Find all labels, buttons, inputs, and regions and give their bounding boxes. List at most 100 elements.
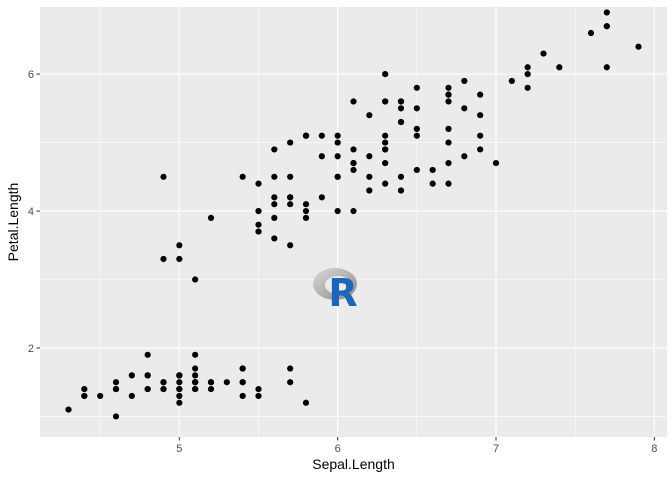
data-point xyxy=(413,125,420,132)
data-point xyxy=(397,105,405,112)
data-point xyxy=(239,379,246,386)
data-point xyxy=(302,132,310,139)
data-point xyxy=(540,50,547,57)
data-point xyxy=(128,372,135,379)
data-point xyxy=(397,187,405,194)
data-point xyxy=(192,372,199,379)
data-point xyxy=(350,166,357,174)
data-point xyxy=(271,173,278,180)
data-point xyxy=(287,365,294,372)
data-point xyxy=(207,379,215,386)
data-point xyxy=(524,84,531,91)
data-point xyxy=(287,242,294,249)
data-point xyxy=(445,180,452,187)
y-axis-title: Petal.Length xyxy=(5,183,21,262)
r-logo-ring-hole xyxy=(325,276,351,294)
data-point xyxy=(287,139,294,146)
data-point xyxy=(477,112,484,119)
data-point xyxy=(366,153,373,160)
data-points xyxy=(65,9,642,420)
x-tick-label: 8 xyxy=(651,443,657,455)
data-point xyxy=(176,379,183,386)
data-point xyxy=(397,118,405,126)
data-point xyxy=(350,146,357,153)
data-point xyxy=(334,207,341,215)
data-point xyxy=(255,180,262,187)
data-point xyxy=(318,194,325,201)
data-point xyxy=(271,201,278,208)
data-point xyxy=(603,23,610,30)
data-point xyxy=(176,392,183,400)
data-point xyxy=(334,153,341,160)
x-axis-ticks: 5 6 7 8 xyxy=(176,437,657,455)
data-point xyxy=(239,365,246,372)
data-point xyxy=(477,91,484,98)
y-tick-label: 2 xyxy=(28,343,34,355)
data-point xyxy=(350,160,357,167)
data-point xyxy=(318,153,325,160)
r-logo-watermark: R xyxy=(313,268,358,315)
data-point xyxy=(382,146,389,153)
data-point xyxy=(287,194,294,201)
data-point xyxy=(334,132,341,139)
data-point xyxy=(382,139,389,146)
data-point xyxy=(176,372,183,379)
y-tick-label: 6 xyxy=(28,69,34,81)
data-point xyxy=(587,29,595,37)
data-point xyxy=(192,385,199,393)
data-point xyxy=(382,132,389,139)
data-point xyxy=(461,77,468,85)
data-point xyxy=(492,160,500,167)
data-point xyxy=(461,105,468,112)
data-point xyxy=(413,84,420,91)
data-point xyxy=(144,385,151,393)
data-point xyxy=(524,71,531,78)
y-axis-ticks: 2 4 6 xyxy=(28,69,40,355)
data-point xyxy=(461,153,468,160)
data-point xyxy=(271,235,278,242)
data-point xyxy=(176,242,183,249)
data-point xyxy=(445,160,452,167)
data-point xyxy=(271,214,278,221)
data-point xyxy=(382,98,389,105)
data-point xyxy=(603,9,610,16)
data-point xyxy=(239,392,246,400)
data-point xyxy=(413,132,420,139)
data-point xyxy=(176,385,183,393)
data-point xyxy=(192,276,199,283)
data-point xyxy=(112,379,120,386)
data-point xyxy=(160,255,167,263)
data-point xyxy=(255,221,262,228)
data-point xyxy=(302,399,310,406)
data-point xyxy=(556,64,563,71)
data-point xyxy=(255,392,262,400)
data-point xyxy=(445,91,452,98)
data-point xyxy=(271,194,278,201)
data-point xyxy=(413,105,420,112)
data-point xyxy=(429,180,436,187)
data-point xyxy=(144,351,151,358)
data-point xyxy=(160,379,167,386)
data-point xyxy=(445,139,452,146)
data-point xyxy=(302,214,310,221)
data-point xyxy=(223,379,230,386)
data-point xyxy=(334,173,341,180)
data-point xyxy=(334,139,341,146)
data-point xyxy=(350,207,357,215)
data-point xyxy=(255,385,262,393)
data-point xyxy=(445,84,452,91)
plot-panel xyxy=(40,7,667,437)
data-point xyxy=(192,365,199,372)
data-point xyxy=(429,166,436,174)
x-tick-label: 6 xyxy=(335,443,341,455)
data-point xyxy=(128,392,135,400)
data-point xyxy=(366,112,373,119)
data-point xyxy=(603,64,610,71)
data-point xyxy=(287,201,294,208)
data-point xyxy=(366,187,373,194)
data-point xyxy=(112,413,120,420)
data-point xyxy=(635,43,642,50)
data-point xyxy=(382,180,389,187)
data-point xyxy=(413,166,420,174)
data-point xyxy=(176,255,183,263)
